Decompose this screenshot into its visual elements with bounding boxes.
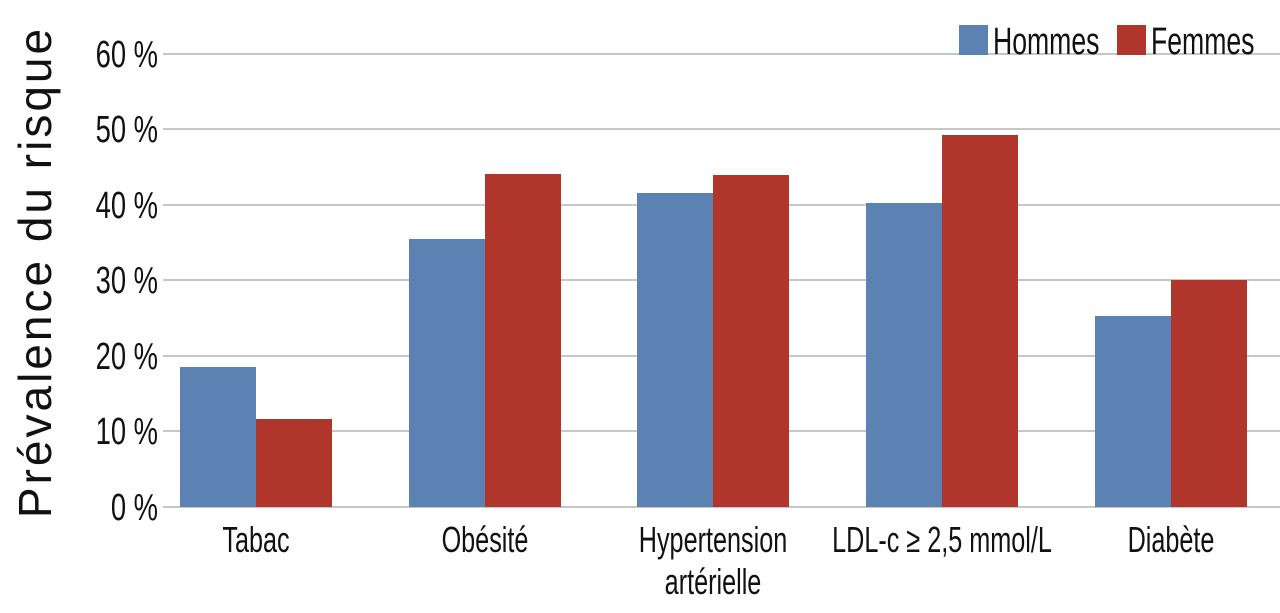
bar-hommes-obesite [408,238,485,507]
bar-femmes-tabac [256,419,332,507]
ytick-label-30: 30 % [95,260,158,303]
ytick-label-10: 10 % [95,411,158,454]
ytick-label-40: 40 % [95,184,158,227]
xlabel-diabete: Diabète [1127,519,1215,560]
xlabel-ldl-c-2-5-mmol-l: LDL-c ≥ 2,5 mmol/L [832,519,1052,560]
legend-swatch-femmes [1117,25,1146,55]
bar-hommes-hypertension-arterielle [637,192,714,507]
ytick-label-60: 60 % [95,33,158,76]
gridline-60 [163,52,1280,55]
bar-femmes-ldl-c-2-5-mmol-l [942,135,1019,507]
ytick-label-0: 0 % [110,487,158,529]
xlabel-obesite: Obésité [441,519,529,560]
bar-femmes-obesite [484,173,561,507]
legend-label-femmes: Femmes [1151,21,1255,63]
xlabel-hypertension-arterielle: Hypertension artérielle [639,519,788,602]
bar-hommes-tabac [180,367,256,507]
xlabel-tabac: Tabac [222,519,290,560]
ytick-label-20: 20 % [95,335,158,378]
gridline-50 [163,128,1280,131]
bar-femmes-diabete [1170,280,1247,507]
gridline-0 [163,506,1280,508]
legend-swatch-hommes [959,25,988,55]
bar-hommes-diabete [1094,315,1171,507]
legend-label-hommes: Hommes [993,21,1100,63]
bar-femmes-hypertension-arterielle [713,175,790,507]
ytick-label-50: 50 % [95,109,158,152]
bar-hommes-ldl-c-2-5-mmol-l [866,203,943,507]
